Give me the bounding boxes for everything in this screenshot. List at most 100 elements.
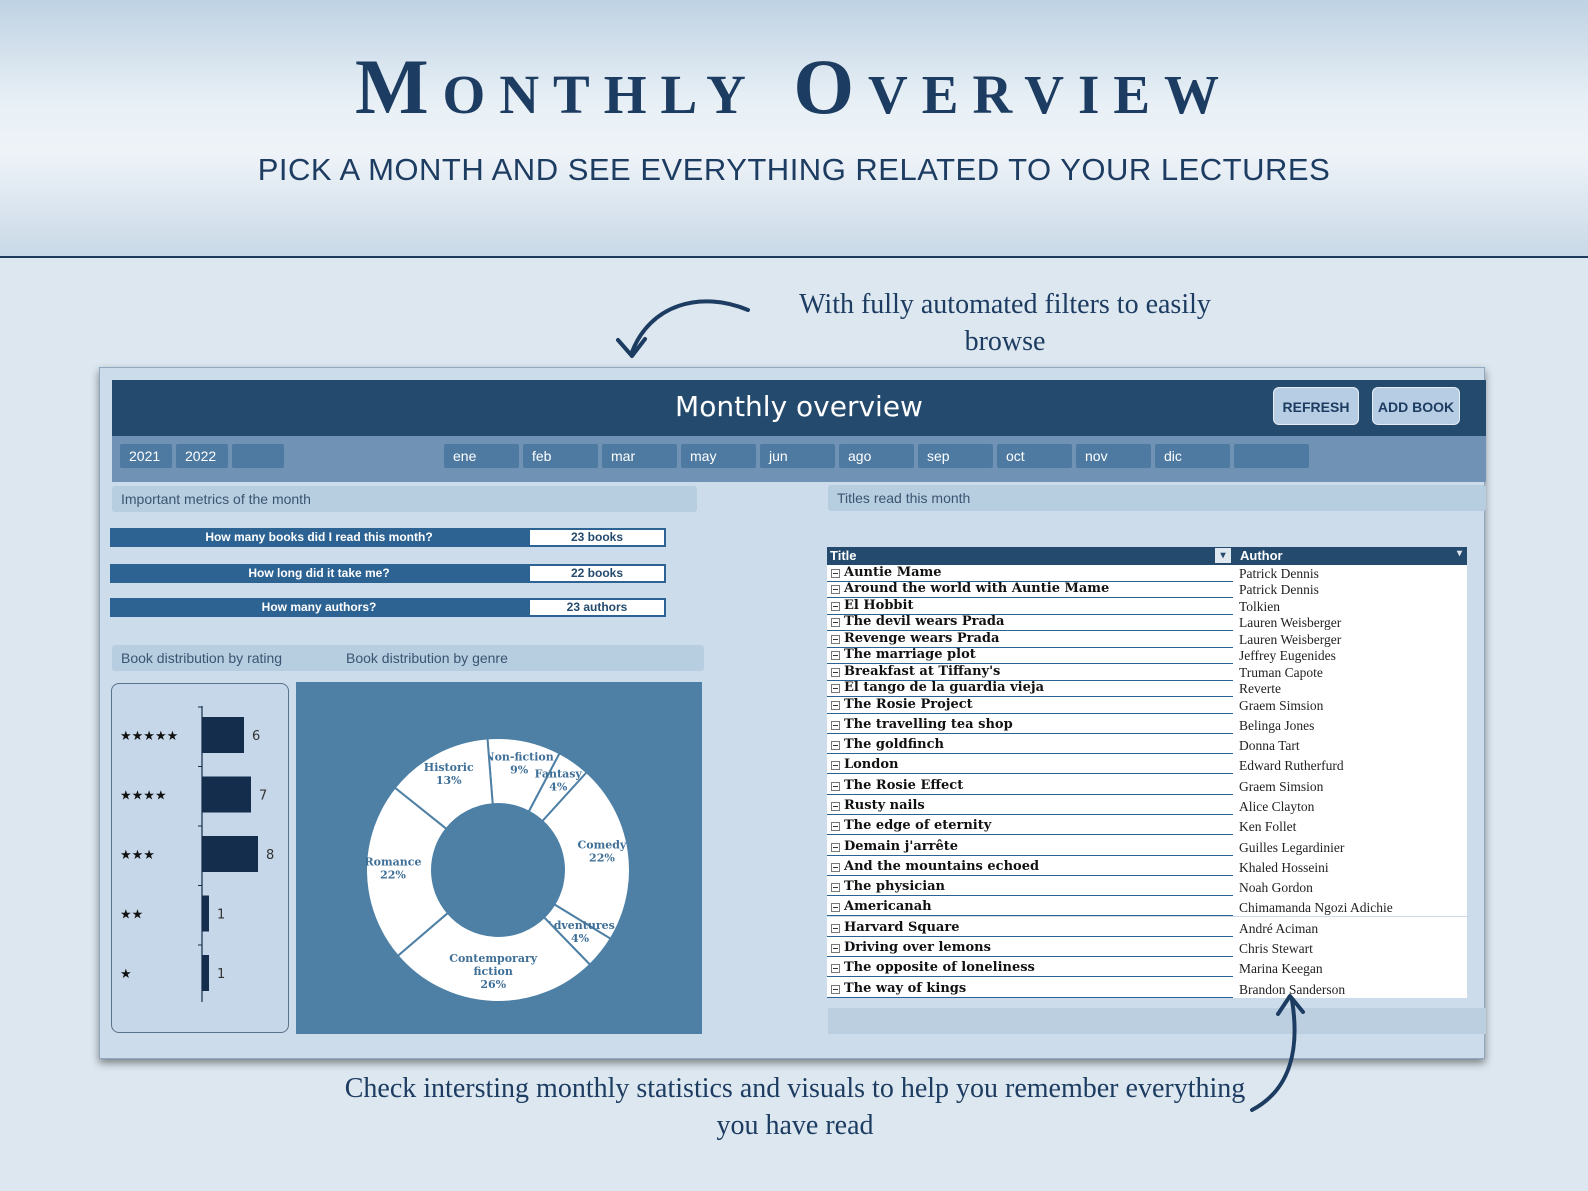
year-filter-2022[interactable]: 2022	[176, 444, 228, 468]
table-row[interactable]: The way of kings Brandon Sanderson	[827, 977, 1467, 998]
collapse-icon[interactable]	[831, 842, 840, 852]
collapse-icon[interactable]	[831, 651, 840, 660]
year-filter-2021[interactable]: 2021	[120, 444, 172, 468]
title-cell: The goldfinch	[827, 737, 1233, 755]
title-cell: Harvard Square	[827, 920, 1233, 937]
rating-category-label: ★★	[120, 908, 143, 923]
collapse-icon[interactable]	[831, 568, 840, 578]
collapse-icon[interactable]	[831, 618, 840, 627]
table-row[interactable]: The edge of eternity Ken Follet	[827, 815, 1467, 836]
collapse-icon[interactable]	[831, 684, 840, 693]
collapse-icon[interactable]	[831, 585, 840, 594]
collapse-icon[interactable]	[831, 761, 840, 771]
author-cell: Khaled Hosseini	[1239, 859, 1329, 875]
author-cell: Jeffrey Eugenides	[1239, 648, 1336, 663]
collapse-icon[interactable]	[831, 801, 840, 811]
table-row[interactable]: Rusty nails Alice Clayton	[827, 794, 1467, 815]
collapse-icon[interactable]	[831, 923, 840, 933]
add-book-button[interactable]: ADD BOOK	[1372, 387, 1460, 425]
month-filter-blank[interactable]	[1234, 444, 1309, 468]
month-filter-oct[interactable]: oct	[997, 444, 1072, 468]
table-row[interactable]: The travelling tea shop Belinga Jones	[827, 713, 1467, 734]
month-filter-nov[interactable]: nov	[1076, 444, 1151, 468]
collapse-icon[interactable]	[831, 700, 840, 710]
rating-bar	[202, 717, 244, 753]
table-row[interactable]: Around the world with Auntie Mame Patrick…	[827, 581, 1467, 598]
title-cell: The way of kings	[827, 981, 1233, 998]
table-row[interactable]: London Edward Rutherfurd	[827, 754, 1467, 775]
author-cell: Graem Simsion	[1239, 697, 1324, 713]
titles-section-header: Titles read this month	[828, 485, 1486, 511]
rating-bar-chart: ★★★★★ 6 ★★★★ 7 ★★★ 8 ★★ 1 ★ 1	[120, 706, 274, 1002]
collapse-icon[interactable]	[831, 984, 840, 994]
collapse-icon[interactable]	[831, 903, 840, 913]
table-row[interactable]: The goldfinch Donna Tart	[827, 733, 1467, 755]
table-row[interactable]: The physician Noah Gordon	[827, 875, 1467, 897]
year-filter-blank[interactable]	[232, 444, 284, 468]
donut-slice-label: Contemporary	[449, 952, 538, 965]
spreadsheet-window: Monthly overview REFRESH ADD BOOK 2021 2…	[99, 367, 1486, 1059]
dropdown-icon[interactable]: ▾	[1457, 548, 1463, 559]
collapse-icon[interactable]	[831, 720, 840, 730]
collapse-icon[interactable]	[831, 741, 840, 751]
metric-answer-authors: 23 authors	[528, 598, 666, 617]
collapse-icon[interactable]	[831, 883, 840, 893]
collapse-icon[interactable]	[831, 964, 840, 974]
month-filter-ago[interactable]: ago	[839, 444, 914, 468]
collapse-icon[interactable]	[831, 667, 840, 677]
collapse-icon[interactable]	[831, 944, 840, 954]
table-row[interactable]: The Rosie Effect Graem Simsion	[827, 774, 1467, 795]
table-row[interactable]: The marriage plot Jeffrey Eugenides	[827, 647, 1467, 664]
table-row[interactable]: Americanah Chimamanda Ngozi Adichie	[827, 896, 1467, 917]
rating-value-label: 7	[259, 789, 267, 804]
table-row[interactable]: Breakfast at Tiffany's Truman Capote	[827, 664, 1467, 681]
donut-slice	[540, 770, 631, 941]
collapse-icon[interactable]	[831, 781, 840, 791]
title-cell: El tango de la guardia vieja	[827, 680, 1233, 697]
month-filter-sep[interactable]: sep	[918, 444, 993, 468]
donut-slice-label: fiction	[474, 965, 513, 978]
table-row[interactable]: The opposite of loneliness Marina Keegan	[827, 957, 1467, 978]
month-filter-feb[interactable]: feb	[523, 444, 598, 468]
donut-slice-label: 9%	[510, 764, 529, 777]
collapse-icon[interactable]	[831, 862, 840, 872]
month-filter-dic[interactable]: dic	[1155, 444, 1230, 468]
donut-slice-label: Historic	[424, 761, 474, 774]
table-header: Title ▾ Author ▾	[827, 547, 1467, 565]
table-row[interactable]: Auntie Mame Patrick Dennis	[827, 565, 1467, 582]
month-filter-may[interactable]: may	[681, 444, 756, 468]
genre-chart-panel: Non-fiction 9% Fantasy 4% Comedy 22% Adventure…	[296, 682, 702, 1034]
table-row[interactable]: The devil wears Prada Lauren Weisberger	[827, 614, 1467, 631]
donut-slice	[396, 911, 592, 1003]
rating-category-label: ★★★★★	[120, 729, 178, 744]
author-cell: Donna Tart	[1239, 738, 1300, 754]
author-cell: Belinga Jones	[1239, 717, 1315, 733]
refresh-button[interactable]: REFRESH	[1273, 387, 1359, 425]
month-filter-mar[interactable]: mar	[602, 444, 677, 468]
table-row[interactable]: Harvard Square André Aciman	[827, 916, 1467, 937]
metrics-section-header: Important metrics of the month	[112, 486, 697, 512]
collapse-icon[interactable]	[831, 601, 840, 611]
donut-slice-label: Adventures	[544, 919, 615, 932]
donut-slice-label: Non-fiction	[485, 751, 554, 764]
month-filter-ene[interactable]: ene	[444, 444, 519, 468]
author-cell: Brandon Sanderson	[1239, 981, 1346, 997]
table-row[interactable]: El Hobbit Tolkien	[827, 598, 1467, 615]
title-cell: Demain j'arrête	[827, 839, 1233, 856]
collapse-icon[interactable]	[831, 634, 840, 644]
filter-icon[interactable]: ▾	[1215, 548, 1231, 563]
metric-question-authors: How many authors?	[110, 598, 528, 617]
table-row[interactable]: The Rosie Project Graem Simsion	[827, 697, 1467, 714]
table-row[interactable]: And the mountains echoed Khaled Hosseini	[827, 855, 1467, 876]
table-row[interactable]: El tango de la guardia vieja Reverte	[827, 680, 1467, 697]
title-cell: Revenge wears Prada	[827, 631, 1233, 648]
metric-answer-books: 23 books	[528, 528, 666, 547]
collapse-icon[interactable]	[831, 822, 840, 832]
table-row[interactable]: Revenge wears Prada Lauren Weisberger	[827, 631, 1467, 648]
title-cell: Driving over lemons	[827, 940, 1233, 958]
title-cell: Rusty nails	[827, 798, 1233, 815]
month-filter-jun[interactable]: jun	[760, 444, 835, 468]
table-row[interactable]: Driving over lemons Chris Stewart	[827, 936, 1467, 958]
table-row[interactable]: Demain j'arrête Guilles Legardinier	[827, 835, 1467, 856]
